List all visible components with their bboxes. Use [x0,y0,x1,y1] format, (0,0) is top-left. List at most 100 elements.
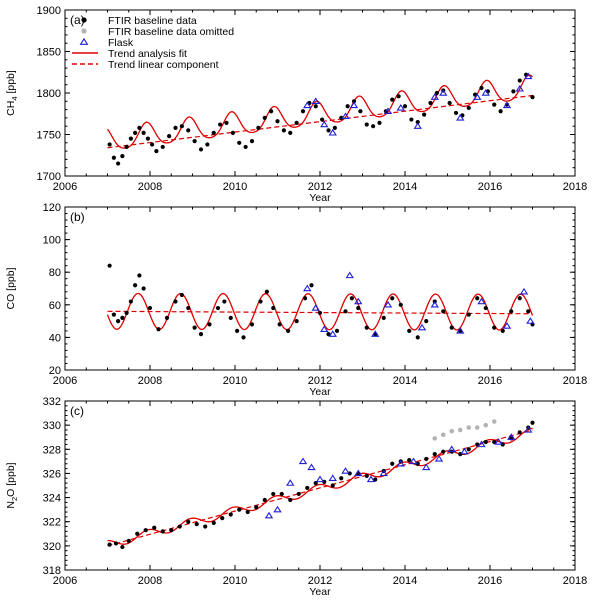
ftir-point [141,286,146,291]
ftir-point [303,296,308,301]
ftir-point [137,125,142,130]
y-tick-label: 60 [49,300,61,312]
ftir-point [198,332,204,337]
ftir-point [286,328,291,333]
ftir-point [150,142,155,147]
flask-point [383,300,393,308]
ftir-point [145,136,150,141]
ftir-point [243,144,248,150]
ftir-point [124,144,129,150]
ftir-point [271,305,276,311]
ftir-point [334,328,340,333]
ftir-point [371,124,376,129]
ftir-point [179,292,184,298]
ftir-point [135,531,140,536]
omitted-point [432,436,438,441]
ftir-point [230,130,235,135]
y-tick-label: 330 [43,420,61,432]
x-tick-label: 2008 [138,575,162,587]
x-tick-label: 2006 [53,575,77,587]
ftir-point [281,128,286,133]
flask-point [349,101,359,109]
ftir-point [218,122,223,127]
ftir-point [279,491,284,497]
y-tick-label: 322 [43,517,61,529]
x-tick-label: 2006 [53,375,77,387]
flask-point [371,330,380,337]
flask-point [434,455,444,462]
ftir-point [356,305,361,311]
flask-point [417,323,427,331]
ftir-point [409,117,414,122]
trend-fit-line [107,427,533,545]
ftir-point [407,458,412,463]
flask-point [320,120,329,128]
y-tick-label: 80 [49,267,61,279]
ftir-point [517,430,522,435]
omitted-point [440,432,446,438]
ftir-point [264,289,269,294]
ftir-point [237,507,242,512]
ftir-point [483,305,488,311]
ftir-point [313,104,318,109]
ftir-point [120,315,125,320]
ftir-point [124,310,129,316]
flask-point [456,113,465,121]
flask-point [477,297,486,305]
ftir-point [479,85,484,91]
ftir-point [173,299,178,304]
ftir-point [156,327,161,332]
ftir-point [173,125,178,130]
x-tick-label: 2008 [138,181,162,193]
ftir-point [111,312,116,317]
x-tick-label: 2016 [478,375,502,387]
y-tick-label: 1750 [37,130,61,142]
ftir-point [192,139,197,144]
flask-point [439,89,448,96]
ftir-point [441,449,446,454]
ftir-point [116,161,121,166]
flask-point [460,447,469,455]
trend-linear-line [107,94,533,149]
ftir-point [228,315,233,320]
omitted-point [449,428,455,434]
ftir-point [441,309,446,314]
ftir-point [116,319,121,324]
x-tick-label: 2012 [308,375,332,387]
ftir-point [192,325,197,330]
flask-point [354,469,363,477]
flask-point [311,97,320,105]
ftir-point [415,335,420,340]
y-tick-label: 328 [43,444,61,456]
flask-point [519,287,529,295]
ftir-point [107,263,112,268]
ftir-point [364,122,369,127]
panel-label: (a) [70,13,85,27]
ftir-point [288,130,293,135]
flask-point [383,107,393,114]
ftir-point [300,109,306,114]
ftir-point [453,110,459,116]
flask-point [502,101,512,109]
ftir-point [237,140,242,145]
flask-point [264,511,274,519]
x-tick-label: 2016 [478,181,502,193]
ftir-point [194,522,199,527]
ftir-point [330,483,335,488]
y-tick-label: 1700 [37,171,61,183]
flask-point [303,101,312,109]
y-axis-label: N2O [ppb] [5,462,19,508]
panel-1: 2006 2008 2010 2012 2014 2016 2018 1700 1750 1800… [5,5,587,204]
plot-frame [64,206,576,371]
flask-point [303,284,312,292]
ftir-point [422,112,427,117]
ftir-point [500,328,505,333]
ftir-point [390,296,395,301]
ftir-point [294,120,299,125]
ftir-point [466,105,471,111]
ftir-point [320,117,325,122]
y-axis-label: CO [ppb] [5,267,17,309]
flask-point [345,271,354,279]
ftir-point [258,299,263,304]
y-tick-label: 40 [49,332,61,344]
